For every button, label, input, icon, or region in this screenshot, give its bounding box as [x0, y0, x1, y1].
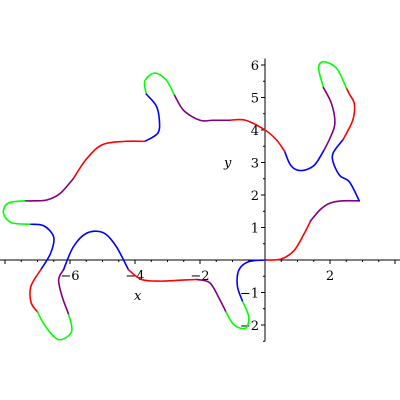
curve-segment-red [127, 268, 198, 282]
y-tick-label: 5 [251, 92, 259, 107]
curve-segment-purple [57, 268, 70, 315]
y-tick-label: 6 [251, 59, 259, 74]
axes [0, 58, 400, 342]
curve-segment-green [143, 72, 175, 96]
tick-marks [4, 64, 396, 342]
x-axis-label: x [134, 289, 142, 304]
curve-segment-red [342, 86, 356, 141]
curve-segment-red [29, 268, 42, 313]
curve-segment-purple [173, 93, 231, 122]
y-tick-label: 3 [251, 157, 259, 172]
curve-segment-blue [62, 230, 130, 271]
curve-segment-green [225, 299, 250, 330]
curve-segment-red [264, 220, 312, 261]
curve-segment-red [72, 140, 146, 180]
curve-segment-green [317, 60, 348, 89]
y-tick-label: 4 [251, 124, 259, 139]
curve-segment-purple [195, 278, 227, 313]
curve-segment-blue [283, 150, 325, 172]
y-tick-label: −1 [240, 287, 259, 302]
curve-segment-blue [236, 259, 266, 302]
y-axis-label: y [223, 156, 232, 171]
curve-segment-red [228, 118, 286, 152]
curve-segment-green [36, 311, 73, 341]
curve-segment-green [2, 200, 32, 226]
curve-segment-blue [30, 223, 55, 271]
curve-segment-purple [322, 86, 336, 152]
curve-segment-blue [331, 138, 361, 202]
x-tick-label: 2 [326, 269, 334, 284]
curve-segment-blue [143, 93, 161, 143]
x-tick-label: −6 [60, 269, 79, 284]
curve [2, 60, 361, 341]
y-tick-label: 1 [251, 222, 259, 237]
y-tick-label: −2 [240, 319, 259, 334]
y-tick-label: 2 [251, 189, 259, 204]
curve-segment-purple [309, 199, 361, 222]
curve-segment-purple [23, 177, 75, 202]
